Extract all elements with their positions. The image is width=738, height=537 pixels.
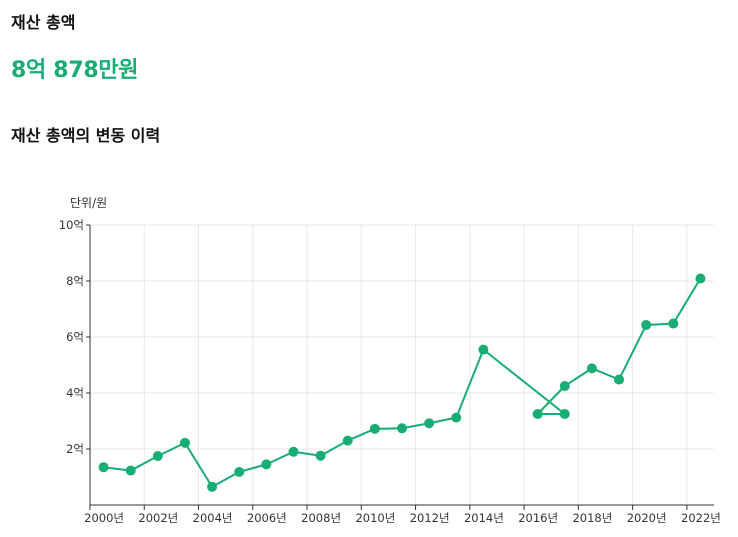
y-tick-label: 4억 bbox=[66, 386, 84, 400]
axes bbox=[86, 224, 714, 510]
data-point bbox=[559, 381, 570, 391]
tick-labels: 2억 4억 6억 8억 10억 2000년 2002년 2004년 2006년 2008년 2010… bbox=[59, 218, 721, 525]
x-tick-label: 2016년 bbox=[518, 511, 558, 525]
data-point bbox=[315, 450, 326, 461]
data-point bbox=[532, 409, 543, 419]
total-assets-value: 8억 878만원 bbox=[11, 58, 139, 83]
x-tick-label: 2020년 bbox=[627, 511, 667, 525]
x-tick-label: 2018년 bbox=[572, 511, 612, 525]
data-point bbox=[288, 446, 299, 457]
data-point bbox=[179, 437, 190, 448]
x-tick-label: 2008년 bbox=[301, 511, 341, 525]
series-line bbox=[103, 277, 702, 488]
series bbox=[98, 273, 706, 492]
data-point bbox=[586, 363, 597, 374]
x-tick-label: 2010년 bbox=[355, 511, 395, 525]
data-point bbox=[261, 459, 272, 470]
y-tick-label: 6억 bbox=[66, 330, 84, 344]
data-point bbox=[424, 418, 435, 429]
data-point bbox=[641, 319, 652, 330]
y-tick-label: 8억 bbox=[66, 274, 84, 288]
x-tick-label: 2014년 bbox=[464, 511, 504, 525]
data-point bbox=[152, 451, 163, 461]
y-tick-label: 10억 bbox=[59, 218, 84, 232]
unit-label: 단위/원 bbox=[70, 196, 108, 210]
x-tick-label: 2004년 bbox=[193, 511, 233, 525]
data-point bbox=[614, 374, 625, 385]
data-point bbox=[369, 423, 380, 434]
x-tick-label: 2012년 bbox=[410, 511, 450, 525]
data-point bbox=[98, 462, 109, 473]
x-tick-label: 2006년 bbox=[247, 511, 287, 525]
data-point bbox=[397, 423, 407, 434]
data-point bbox=[234, 466, 245, 477]
data-point bbox=[342, 435, 353, 446]
data-point bbox=[451, 412, 462, 423]
data-point bbox=[478, 344, 489, 355]
data-point bbox=[695, 273, 706, 284]
x-tick-label: 2000년 bbox=[84, 511, 124, 525]
data-point bbox=[125, 465, 136, 476]
x-tick-label: 2022년 bbox=[681, 511, 721, 525]
data-point bbox=[559, 409, 570, 419]
y-tick-label: 2억 bbox=[66, 442, 84, 456]
grid-lines bbox=[90, 224, 714, 505]
section-title: 재산 총액 bbox=[11, 13, 76, 32]
x-tick-label: 2002년 bbox=[138, 511, 178, 525]
data-point bbox=[207, 481, 218, 492]
history-title: 재산 총액의 변동 이력 bbox=[11, 126, 161, 145]
data-point bbox=[668, 318, 679, 329]
